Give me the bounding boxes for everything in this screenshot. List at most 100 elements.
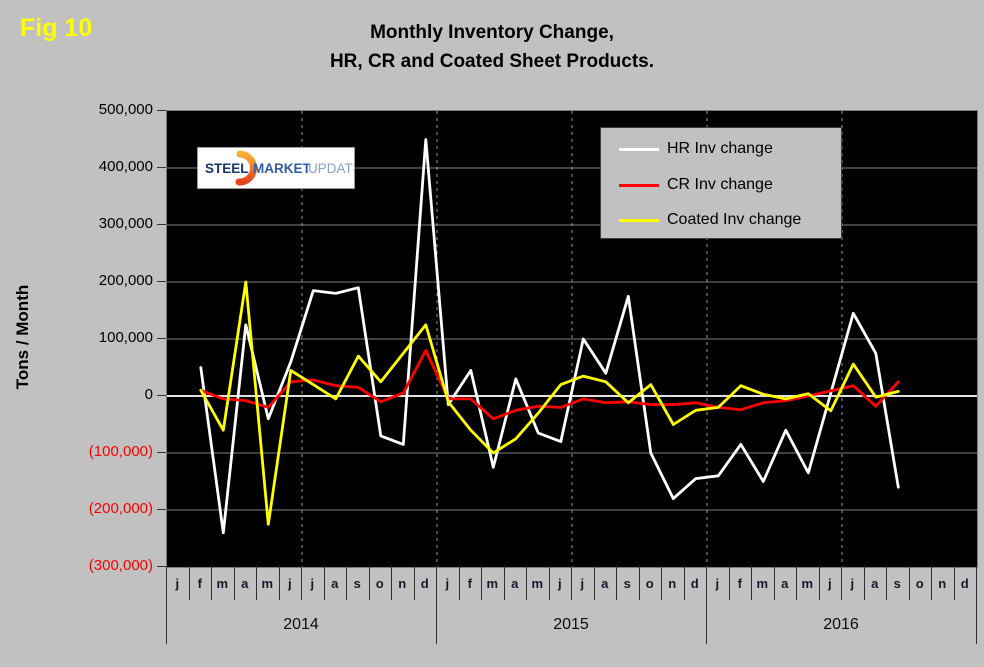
x-month-label: j	[445, 576, 450, 591]
month-tick	[593, 566, 595, 600]
x-month-label: d	[690, 576, 699, 591]
x-month-label: a	[511, 576, 519, 591]
x-month-label: d	[960, 576, 969, 591]
x-month-label: a	[601, 576, 609, 591]
month-tick	[863, 566, 865, 600]
y-tick-label: 0	[144, 386, 153, 403]
month-tick	[346, 566, 347, 600]
hr-line	[199, 138, 900, 535]
x-month-label: j	[287, 576, 292, 591]
month-tick	[638, 566, 640, 600]
y-tick-mark	[157, 281, 166, 282]
hr-line-swatch	[619, 147, 659, 151]
x-month-label: m	[261, 576, 274, 591]
month-tick	[211, 566, 212, 600]
x-month-label: a	[331, 576, 339, 591]
x-month-label: o	[915, 576, 924, 591]
month-tick	[256, 566, 257, 600]
x-month-label: j	[175, 576, 180, 591]
x-month-label: f	[197, 576, 202, 591]
x-month-label: j	[580, 576, 585, 591]
month-tick	[188, 566, 190, 600]
y-tick-mark	[157, 338, 166, 339]
month-tick	[571, 566, 572, 600]
month-tick	[278, 566, 280, 600]
month-tick	[481, 566, 482, 600]
year-separator	[976, 566, 977, 644]
month-tick	[953, 566, 955, 600]
month-tick	[548, 566, 550, 600]
x-year-label: 2014	[283, 616, 319, 633]
month-tick	[503, 566, 505, 600]
x-month-label: j	[310, 576, 315, 591]
chart-title: Monthly Inventory Change, HR, CR and Coa…	[0, 18, 984, 76]
x-month-label: n	[668, 576, 677, 591]
month-tick	[886, 566, 887, 600]
x-month-label: o	[645, 576, 654, 591]
x-month-label: m	[801, 576, 814, 591]
y-tick-mark	[157, 566, 166, 567]
coated-line	[199, 280, 900, 526]
month-tick	[233, 566, 235, 600]
month-tick	[368, 566, 370, 600]
coated-line-swatch	[619, 218, 659, 222]
x-month-label: n	[398, 576, 407, 591]
y-tick-label: (300,000)	[88, 557, 153, 574]
month-tick	[931, 566, 932, 600]
month-tick	[526, 566, 527, 600]
x-month-label: a	[871, 576, 879, 591]
month-tick	[661, 566, 662, 600]
y-tick-label: 500,000	[98, 101, 153, 118]
logo-graphic: STEEL MARKET UPDATE	[205, 150, 362, 186]
x-month-label: j	[850, 576, 855, 591]
chart-lines-svg	[167, 111, 977, 567]
month-tick	[751, 566, 752, 600]
legend-label-hr: HR Inv change	[667, 140, 773, 157]
month-tick	[773, 566, 775, 600]
legend-label-coated: Coated Inv change	[667, 211, 802, 228]
y-tick-mark	[157, 224, 166, 225]
month-tick	[413, 566, 415, 600]
month-tick	[391, 566, 392, 600]
month-tick	[301, 566, 302, 600]
x-month-label: d	[420, 576, 429, 591]
month-tick	[728, 566, 730, 600]
logo-word-steel: STEEL	[205, 161, 249, 176]
x-month-label: s	[623, 576, 631, 591]
chart-title-line-1: Monthly Inventory Change,	[370, 22, 614, 43]
legend: HR Inv change CR Inv change Coated Inv c…	[600, 127, 842, 239]
month-tick	[683, 566, 685, 600]
year-separator	[166, 566, 167, 644]
year-separator	[436, 566, 437, 644]
x-month-label: m	[531, 576, 544, 591]
legend-item-coated: Coated Inv change	[619, 209, 801, 231]
year-separator	[706, 566, 707, 644]
cr-line	[199, 348, 900, 421]
y-tick-mark	[157, 395, 166, 396]
x-month-label: j	[557, 576, 562, 591]
month-tick	[616, 566, 617, 600]
legend-item-cr: CR Inv change	[619, 174, 773, 196]
x-month-label: n	[938, 576, 947, 591]
x-month-label: a	[781, 576, 789, 591]
y-tick-mark	[157, 452, 166, 453]
month-tick	[796, 566, 797, 600]
x-month-label: s	[893, 576, 901, 591]
x-month-label: a	[241, 576, 249, 591]
logo-word-market: MARKET	[253, 161, 311, 176]
chart-title-line-2: HR, CR and Coated Sheet Products.	[329, 51, 655, 72]
y-tick-label: 100,000	[98, 329, 153, 346]
x-year-label: 2016	[823, 616, 859, 633]
legend-label-cr: CR Inv change	[667, 176, 773, 193]
x-month-label: m	[486, 576, 499, 591]
month-tick	[458, 566, 460, 600]
x-month-label: j	[715, 576, 720, 591]
x-month-label: m	[756, 576, 769, 591]
month-tick	[908, 566, 910, 600]
x-month-label: f	[467, 576, 472, 591]
y-tick-mark	[157, 509, 166, 510]
x-month-label: o	[375, 576, 384, 591]
x-month-label: m	[216, 576, 229, 591]
y-tick-label: (100,000)	[88, 443, 153, 460]
